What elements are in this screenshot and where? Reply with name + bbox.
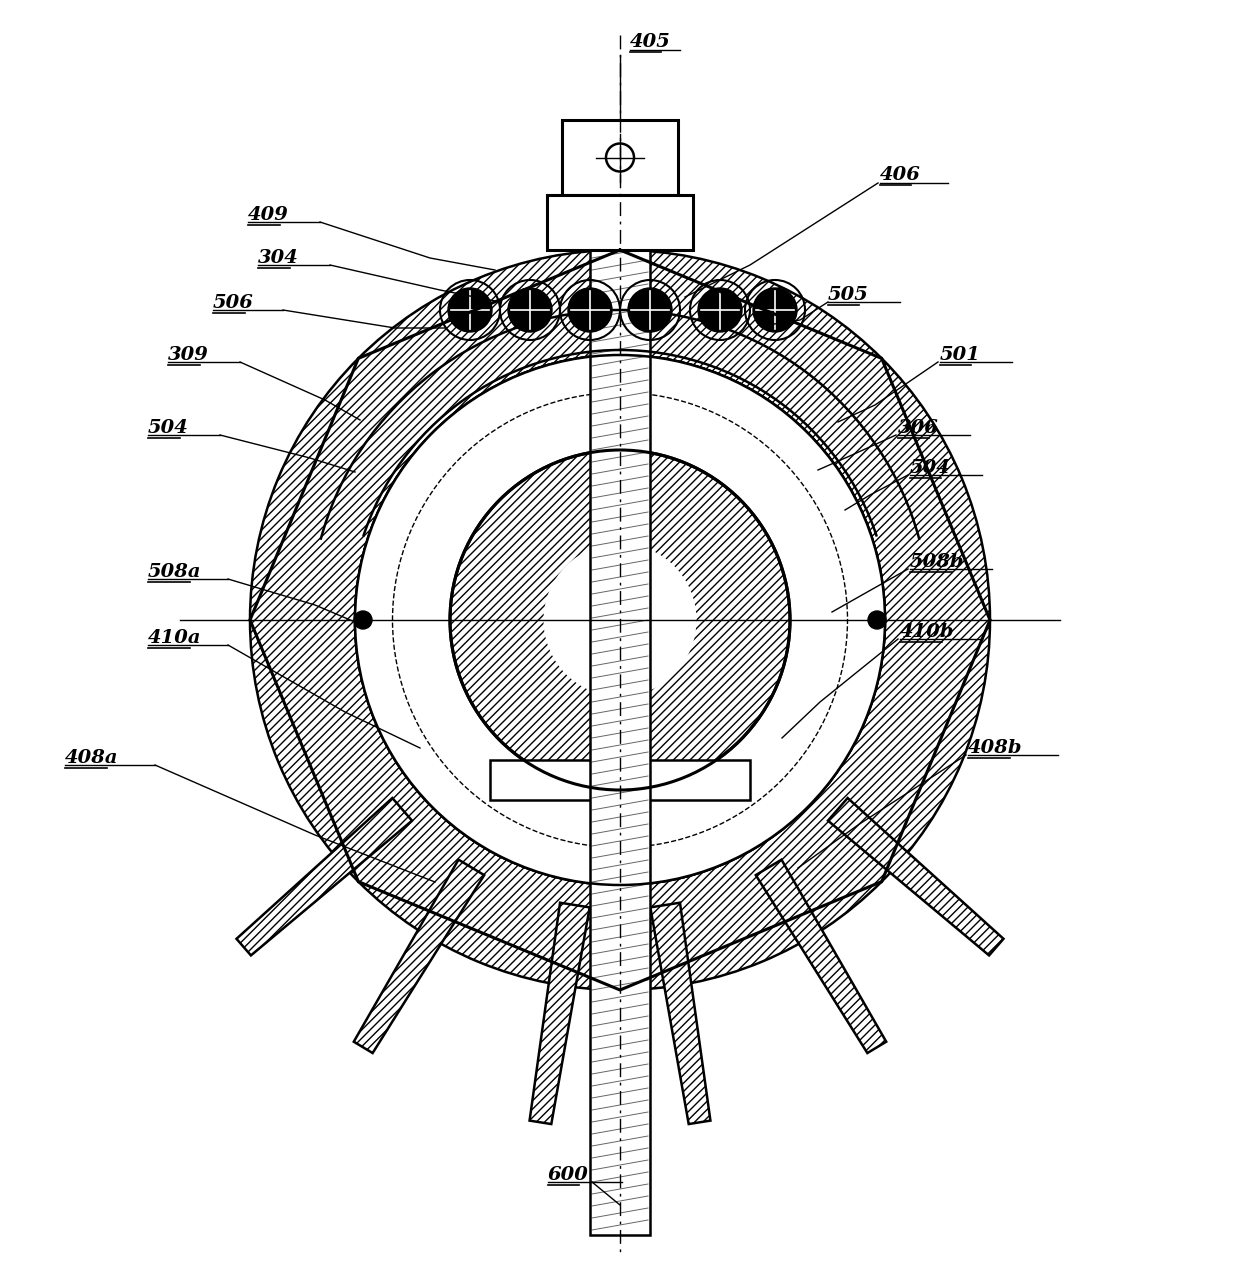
Polygon shape — [250, 250, 990, 990]
Text: 508b: 508b — [910, 553, 965, 570]
Wedge shape — [250, 250, 990, 990]
Circle shape — [450, 450, 790, 790]
Text: 600: 600 — [548, 1167, 589, 1185]
Text: 505: 505 — [828, 286, 869, 304]
Text: 405: 405 — [630, 33, 671, 51]
Text: 304: 304 — [258, 249, 299, 267]
Text: 506: 506 — [213, 294, 254, 312]
Bar — [547, 195, 693, 250]
Circle shape — [508, 288, 552, 332]
Circle shape — [448, 288, 492, 332]
Circle shape — [698, 288, 742, 332]
Text: 410a: 410a — [148, 629, 202, 647]
Polygon shape — [828, 797, 1003, 955]
Text: 504: 504 — [148, 419, 188, 437]
Text: 410b: 410b — [900, 623, 955, 641]
Circle shape — [868, 612, 887, 629]
Polygon shape — [237, 797, 412, 955]
Text: 508a: 508a — [148, 563, 202, 581]
Circle shape — [353, 612, 372, 629]
Polygon shape — [529, 903, 590, 1124]
Polygon shape — [756, 860, 887, 1053]
Circle shape — [606, 144, 634, 172]
Text: 409: 409 — [248, 206, 289, 224]
Polygon shape — [353, 860, 484, 1053]
Wedge shape — [355, 355, 885, 885]
Text: 406: 406 — [880, 165, 921, 185]
Text: 504: 504 — [910, 459, 951, 477]
Bar — [562, 121, 678, 195]
Text: 501: 501 — [940, 346, 981, 364]
Text: 309: 309 — [167, 346, 208, 364]
Text: 306: 306 — [898, 419, 939, 437]
Bar — [590, 195, 650, 1235]
Polygon shape — [650, 903, 711, 1124]
Bar — [490, 760, 750, 800]
Text: 408a: 408a — [64, 749, 119, 767]
Circle shape — [568, 288, 613, 332]
Circle shape — [355, 355, 885, 885]
Circle shape — [753, 288, 797, 332]
Circle shape — [543, 544, 697, 696]
Circle shape — [627, 288, 672, 332]
Text: 408b: 408b — [968, 738, 1023, 756]
